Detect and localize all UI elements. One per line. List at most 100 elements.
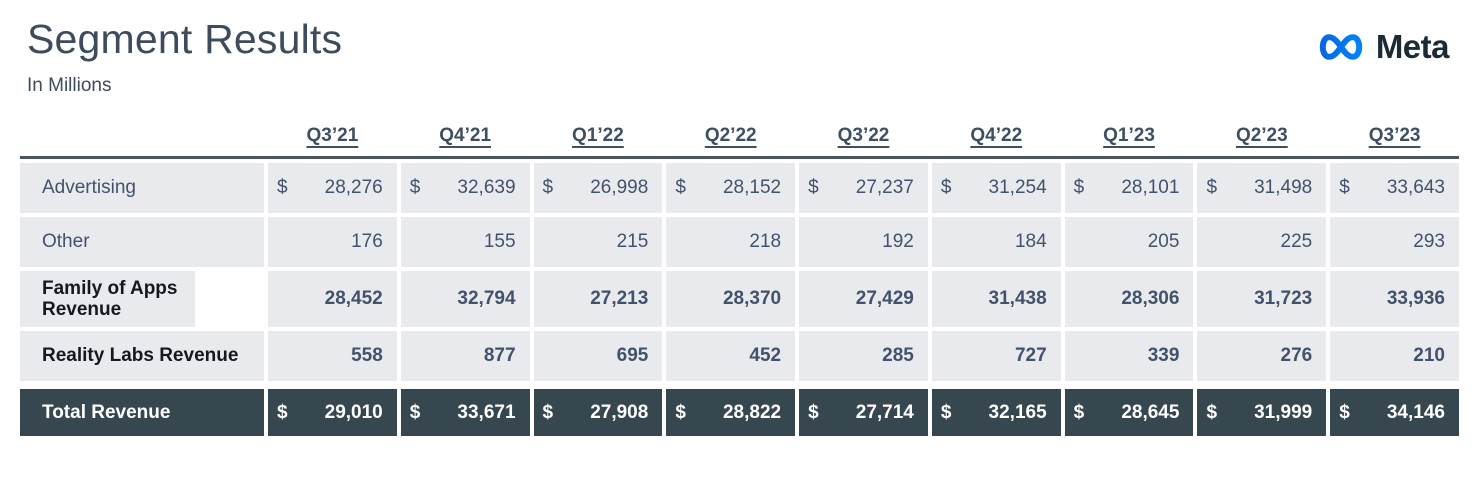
cell: 210 — [1330, 331, 1459, 381]
currency-symbol: $ — [409, 401, 421, 423]
cell: $31,999 — [1197, 389, 1327, 436]
page-title: Segment Results — [27, 16, 343, 62]
cell-value: 184 — [1014, 231, 1047, 252]
row-label: Other — [20, 217, 264, 267]
currency-symbol: $ — [277, 177, 288, 198]
currency-symbol: $ — [1339, 177, 1350, 198]
cell-value: 34,146 — [1386, 401, 1445, 423]
currency-symbol: $ — [1073, 177, 1085, 198]
cell-value: 27,237 — [855, 177, 914, 198]
page-subtitle: In Millions — [27, 75, 112, 96]
cell: 192 — [799, 217, 928, 267]
currency-symbol: $ — [277, 401, 288, 423]
cell: 31,438 — [931, 271, 1061, 327]
title-block: Segment Results In Millions — [27, 16, 342, 97]
column-header-q422: Q4’22 — [970, 125, 1023, 146]
currency-symbol: $ — [808, 401, 819, 423]
cell: 727 — [931, 331, 1061, 381]
cell-value: 31,498 — [1254, 177, 1313, 198]
cell-value: 33,671 — [457, 401, 516, 423]
column-header-q421: Q4’21 — [439, 125, 492, 146]
cell-value: 27,429 — [855, 288, 914, 309]
currency-symbol: $ — [1206, 401, 1218, 423]
cell: $33,671 — [400, 389, 530, 436]
cell-value: 32,794 — [457, 288, 516, 309]
cell-value: 32,165 — [988, 401, 1047, 423]
cell-value: 176 — [351, 231, 383, 252]
cell: 558 — [268, 331, 397, 381]
cell: 225 — [1197, 217, 1327, 267]
cell-value: 558 — [351, 345, 383, 366]
cell: $32,165 — [931, 389, 1061, 436]
cell-value: 31,999 — [1254, 401, 1313, 423]
cell: 32,794 — [400, 271, 530, 327]
cell-value: 192 — [882, 231, 914, 252]
row-label: Family of Apps Revenue — [20, 271, 195, 327]
currency-symbol: $ — [409, 177, 421, 198]
column-header-q222: Q2’22 — [704, 125, 757, 146]
column-header-q123: Q1’23 — [1103, 125, 1155, 146]
cell-value: 28,276 — [324, 177, 383, 198]
currency-symbol: $ — [940, 401, 952, 423]
cell-value: 28,101 — [1121, 177, 1180, 198]
table-row-family-of-apps-revenue: Family of Apps Revenue 28,452 32,794 27,… — [20, 271, 1459, 327]
cell: $28,822 — [666, 389, 796, 436]
cell: $28,101 — [1064, 163, 1194, 213]
segment-results-table: Q3’21 Q4’21 Q1’22 Q2’22 Q3’22 Q4’22 Q1’2… — [20, 125, 1459, 436]
cell-value: 285 — [882, 345, 914, 366]
cell: $31,498 — [1197, 163, 1327, 213]
cell: 28,452 — [268, 271, 397, 327]
cell-value: 695 — [616, 345, 649, 366]
cell: $27,714 — [799, 389, 928, 436]
cell-value: 28,152 — [722, 177, 782, 198]
cell: $32,639 — [400, 163, 530, 213]
currency-symbol: $ — [1073, 401, 1085, 423]
cell: 339 — [1064, 331, 1194, 381]
cell: $28,152 — [666, 163, 796, 213]
row-label: Total Revenue — [20, 389, 264, 436]
cell-value: 218 — [749, 231, 782, 252]
cell: $27,908 — [533, 389, 663, 436]
column-header-q122: Q1’22 — [572, 125, 624, 146]
column-header-q322: Q3’22 — [837, 125, 890, 146]
cell: 184 — [931, 217, 1061, 267]
cell: 285 — [799, 331, 928, 381]
cell-value: 727 — [1014, 345, 1047, 366]
table-header-row: Q3’21 Q4’21 Q1’22 Q2’22 Q3’22 Q4’22 Q1’2… — [20, 125, 1459, 156]
currency-symbol: $ — [542, 177, 554, 198]
cell: 695 — [533, 331, 663, 381]
cell: 215 — [533, 217, 663, 267]
cell-value: 210 — [1413, 345, 1445, 366]
cell-value: 28,645 — [1121, 401, 1180, 423]
cell-value: 293 — [1413, 231, 1445, 252]
row-label: Reality Labs Revenue — [20, 331, 264, 381]
cell: 877 — [400, 331, 530, 381]
column-header-q323: Q3’23 — [1368, 125, 1421, 146]
currency-symbol: $ — [1206, 177, 1218, 198]
cell: $28,645 — [1064, 389, 1194, 436]
meta-logo: Meta — [1315, 26, 1450, 68]
cell-value: 877 — [483, 345, 516, 366]
currency-symbol: $ — [1339, 401, 1350, 423]
cell-value: 205 — [1147, 231, 1180, 252]
cell: $27,237 — [799, 163, 928, 213]
cell: 27,213 — [533, 271, 663, 327]
cell: 31,723 — [1197, 271, 1327, 327]
cell-value: 31,723 — [1254, 288, 1313, 309]
currency-symbol: $ — [675, 401, 686, 423]
cell: $28,276 — [268, 163, 397, 213]
cell-value: 28,370 — [722, 288, 782, 309]
column-header-q223: Q2’23 — [1235, 125, 1288, 146]
table-row-total-revenue: Total Revenue $29,010 $33,671 $27,908 $2… — [20, 389, 1459, 436]
table-row-other: Other 176 155 215 218 192 184 205 225 29… — [20, 217, 1459, 267]
cell-value: 28,452 — [324, 288, 383, 309]
currency-symbol: $ — [675, 177, 686, 198]
cell: 155 — [400, 217, 530, 267]
cell: 205 — [1064, 217, 1194, 267]
cell: 276 — [1197, 331, 1327, 381]
currency-symbol: $ — [808, 177, 819, 198]
cell-value: 28,306 — [1121, 288, 1180, 309]
row-label: Advertising — [20, 163, 264, 213]
cell: 452 — [666, 331, 796, 381]
header-divider — [20, 156, 1459, 159]
